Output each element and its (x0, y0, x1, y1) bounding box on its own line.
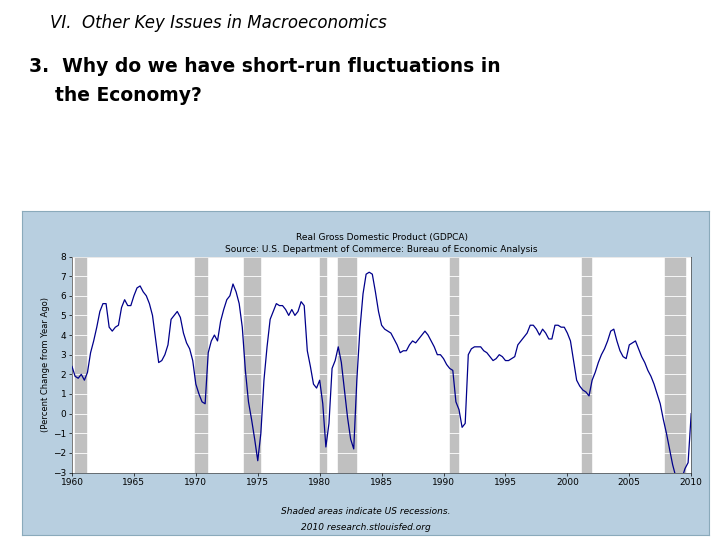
Bar (582, 256, 591, 472)
Bar (75, 256, 86, 472)
Bar (320, 256, 326, 472)
Text: 3.  Why do we have short-run fluctuations in: 3. Why do we have short-run fluctuations… (29, 57, 500, 76)
Bar (665, 256, 685, 472)
Y-axis label: (Percent Change from Year Ago): (Percent Change from Year Ago) (42, 297, 50, 432)
Bar (244, 256, 260, 472)
Text: 2010 research.stlouisfed.org: 2010 research.stlouisfed.org (300, 523, 431, 532)
Bar (450, 256, 458, 472)
Title: Real Gross Domestic Product (GDPCA)
Source: U.S. Department of Commerce: Bureau : Real Gross Domestic Product (GDPCA) Sour… (225, 233, 538, 254)
Text: VI.  Other Key Issues in Macroeconomics: VI. Other Key Issues in Macroeconomics (50, 14, 387, 31)
Text: the Economy?: the Economy? (29, 86, 202, 105)
Bar (338, 256, 356, 472)
Text: Shaded areas indicate US recessions.: Shaded areas indicate US recessions. (281, 507, 450, 516)
Bar (195, 256, 207, 472)
